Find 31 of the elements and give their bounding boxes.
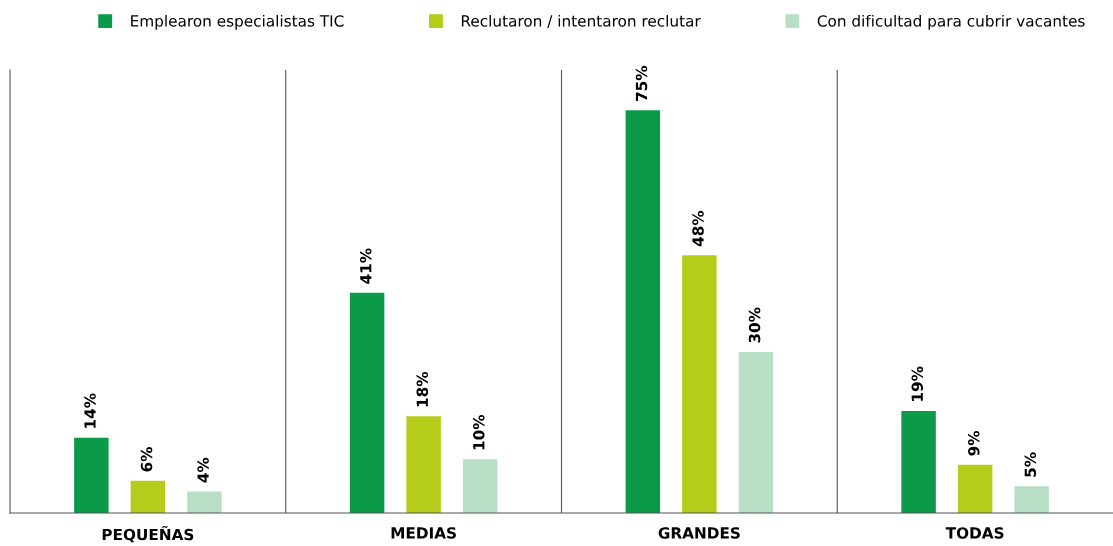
legend-label: Emplearon especialistas TIC — [131, 14, 344, 30]
bar — [187, 491, 222, 513]
data-label: 10% — [473, 414, 485, 450]
data-label: 30% — [748, 307, 761, 343]
data-label: 5% — [1024, 452, 1037, 477]
data-label: 75% — [635, 65, 648, 101]
data-label: 41% — [359, 248, 372, 284]
bar — [130, 480, 166, 513]
bar — [349, 292, 385, 513]
legend-label: Reclutaron / intentaron reclutar — [461, 14, 701, 28]
data-label: 6% — [140, 447, 153, 472]
x-tick-label: MEDIAS — [391, 527, 456, 539]
data-label: 9% — [968, 430, 980, 456]
bar — [1014, 486, 1049, 513]
data-label: 4% — [197, 457, 209, 483]
bar — [625, 110, 661, 513]
bar — [901, 410, 936, 513]
x-tick-label: GRANDES — [658, 527, 740, 539]
x-tick-label: PEQUEÑAS — [102, 525, 194, 543]
bar — [957, 464, 993, 513]
data-label: 18% — [416, 371, 429, 407]
legend-label: Con dificultad para cubrir vacantes — [817, 14, 1085, 30]
data-label: 14% — [84, 393, 96, 428]
bar — [738, 351, 774, 513]
bar — [74, 437, 109, 513]
data-label: 19% — [911, 366, 924, 401]
x-tick-label: TODAS — [945, 527, 1004, 539]
data-label: 48% — [692, 210, 704, 247]
bar — [406, 416, 441, 513]
bar — [462, 459, 498, 513]
bar — [682, 255, 717, 513]
